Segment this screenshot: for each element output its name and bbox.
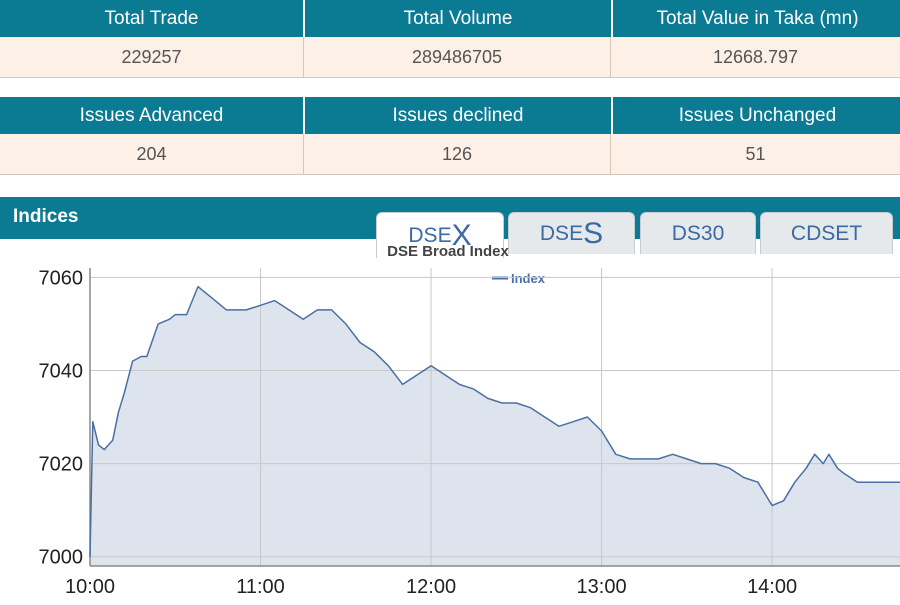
issues-summary-row: 204 126 51	[0, 134, 900, 175]
x-tick-label: 14:00	[747, 576, 797, 598]
total-value-value: 12668.797	[611, 37, 900, 77]
issues-summary-header: Issues Advanced Issues declined Issues U…	[0, 97, 900, 134]
plot-area: 7000 7020 7040 7060 10:00 11:00 12:00 13:00 14:0…	[39, 267, 900, 598]
y-tick-label: 7040	[39, 360, 84, 382]
x-tick-label: 13:00	[577, 576, 627, 598]
issues-summary-table: Issues Advanced Issues declined Issues U…	[0, 97, 900, 175]
x-tick-label: 11:00	[236, 576, 285, 598]
total-trade-header: Total Trade	[0, 0, 305, 37]
trade-summary-row: 229257 289486705 12668.797	[0, 37, 900, 78]
total-trade-value: 229257	[0, 37, 304, 77]
total-volume-header: Total Volume	[305, 0, 613, 37]
trade-summary-header: Total Trade Total Volume Total Value in …	[0, 0, 900, 37]
index-area	[90, 287, 900, 566]
y-tick-label: 7000	[39, 547, 84, 569]
legend-label[interactable]: Index	[511, 271, 546, 286]
trade-summary-table: Total Trade Total Volume Total Value in …	[0, 0, 900, 78]
chart-title: DSE Broad Index	[387, 243, 509, 260]
index-chart: DSE Broad Index Index 7000 7020 7040 7060 10…	[0, 238, 900, 600]
issues-declined-header: Issues declined	[305, 97, 613, 134]
total-volume-value: 289486705	[304, 37, 611, 77]
issues-unchanged-header: Issues Unchanged	[613, 97, 900, 134]
y-tick-label: 7020	[39, 454, 84, 476]
x-tick-label: 12:00	[406, 576, 456, 598]
index-chart-svg: DSE Broad Index Index 7000 7020 7040 7060 10…	[0, 238, 900, 600]
x-tick-label: 10:00	[65, 576, 115, 598]
issues-declined-value: 126	[304, 134, 611, 174]
y-tick-label: 7060	[39, 267, 84, 289]
issues-unchanged-value: 51	[611, 134, 900, 174]
issues-advanced-value: 204	[0, 134, 304, 174]
total-value-header: Total Value in Taka (mn)	[613, 0, 900, 37]
indices-title: Indices	[13, 206, 78, 228]
issues-advanced-header: Issues Advanced	[0, 97, 305, 134]
